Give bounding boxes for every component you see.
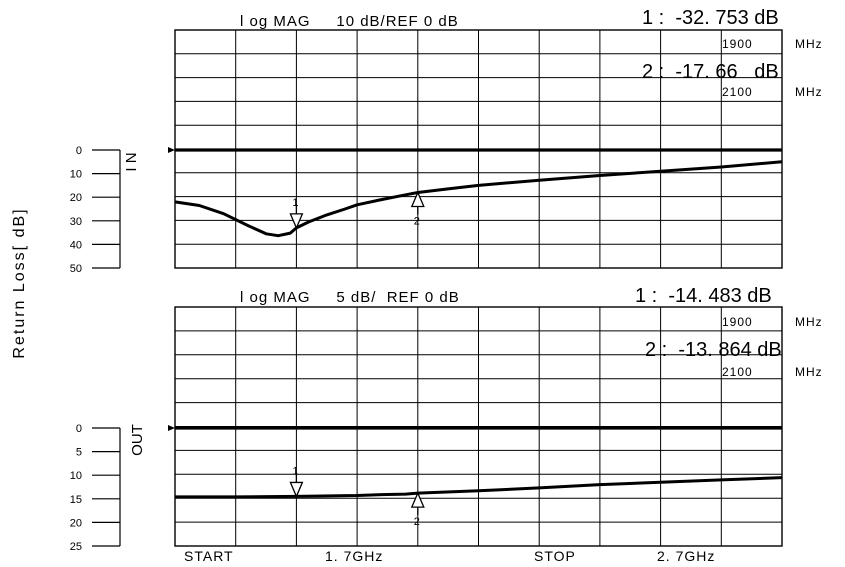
bottom-marker2-readout: 2 : -13. 864 dB [645, 339, 782, 361]
bottom-marker1-unit: MHz [795, 315, 823, 329]
stop-label: STOP [534, 548, 576, 564]
scale-tick-label: 0 [76, 423, 82, 435]
y-axis-label: Return Loss[ dB] [11, 207, 28, 358]
channel-label: OUT [129, 424, 146, 456]
top-marker1-readout: 1 : -32. 753 dB [642, 7, 779, 29]
scale-tick-label: 25 [70, 541, 82, 553]
scale-tick-label: 15 [70, 494, 82, 506]
top-marker1-unit: MHz [795, 37, 823, 51]
top-marker1-freq: 1900 [722, 37, 753, 51]
scale-tick-label: 20 [70, 192, 82, 204]
stop-freq-label: 2. 7GHz [657, 548, 715, 564]
bottom-marker1-freq: 1900 [722, 315, 753, 329]
panel-output: 0 5 10 15 20 25 OUT 1 2 [70, 306, 783, 553]
marker-1-label: 1 [292, 197, 298, 209]
trace-line [174, 160, 783, 238]
reference-pointer [168, 147, 175, 153]
scale-tick-label: 40 [70, 239, 82, 251]
marker-1-label: 1 [292, 465, 298, 477]
marker-2-symbol [410, 491, 425, 508]
marker-1-symbol [289, 481, 304, 499]
marker-2-label: 2 [414, 516, 420, 528]
top-marker2-freq: 2100 [722, 85, 753, 99]
bottom-marker2-freq: 2100 [722, 365, 753, 379]
channel-label: I N [123, 152, 140, 171]
scale-tick-label: 20 [70, 517, 82, 529]
scale-tick-label: 10 [70, 169, 82, 181]
bottom-marker1-readout: 1 : -14. 483 dB [635, 285, 772, 307]
scale-tick-label: 50 [70, 263, 82, 275]
scale-tick-label: 10 [70, 470, 82, 482]
bottom-header: l og MAG 5 dB/ REF 0 dB [240, 289, 460, 306]
reference-pointer [168, 425, 175, 431]
panel-input: 0 10 20 30 40 50 I N 1 2 [70, 29, 783, 275]
scale-tick-label: 5 [76, 447, 82, 459]
bottom-marker2-unit: MHz [795, 365, 823, 379]
top-marker2-unit: MHz [795, 85, 823, 99]
scale-tick-label: 30 [70, 216, 82, 228]
scale-tick-label: 0 [76, 145, 82, 157]
marker-2-label: 2 [414, 215, 420, 227]
top-marker2-readout: 2 : -17. 66 dB [642, 61, 779, 83]
start-freq-label: 1. 7GHz [325, 548, 383, 564]
start-label: START [184, 548, 234, 564]
top-header: l og MAG 10 dB/REF 0 dB [240, 13, 459, 30]
